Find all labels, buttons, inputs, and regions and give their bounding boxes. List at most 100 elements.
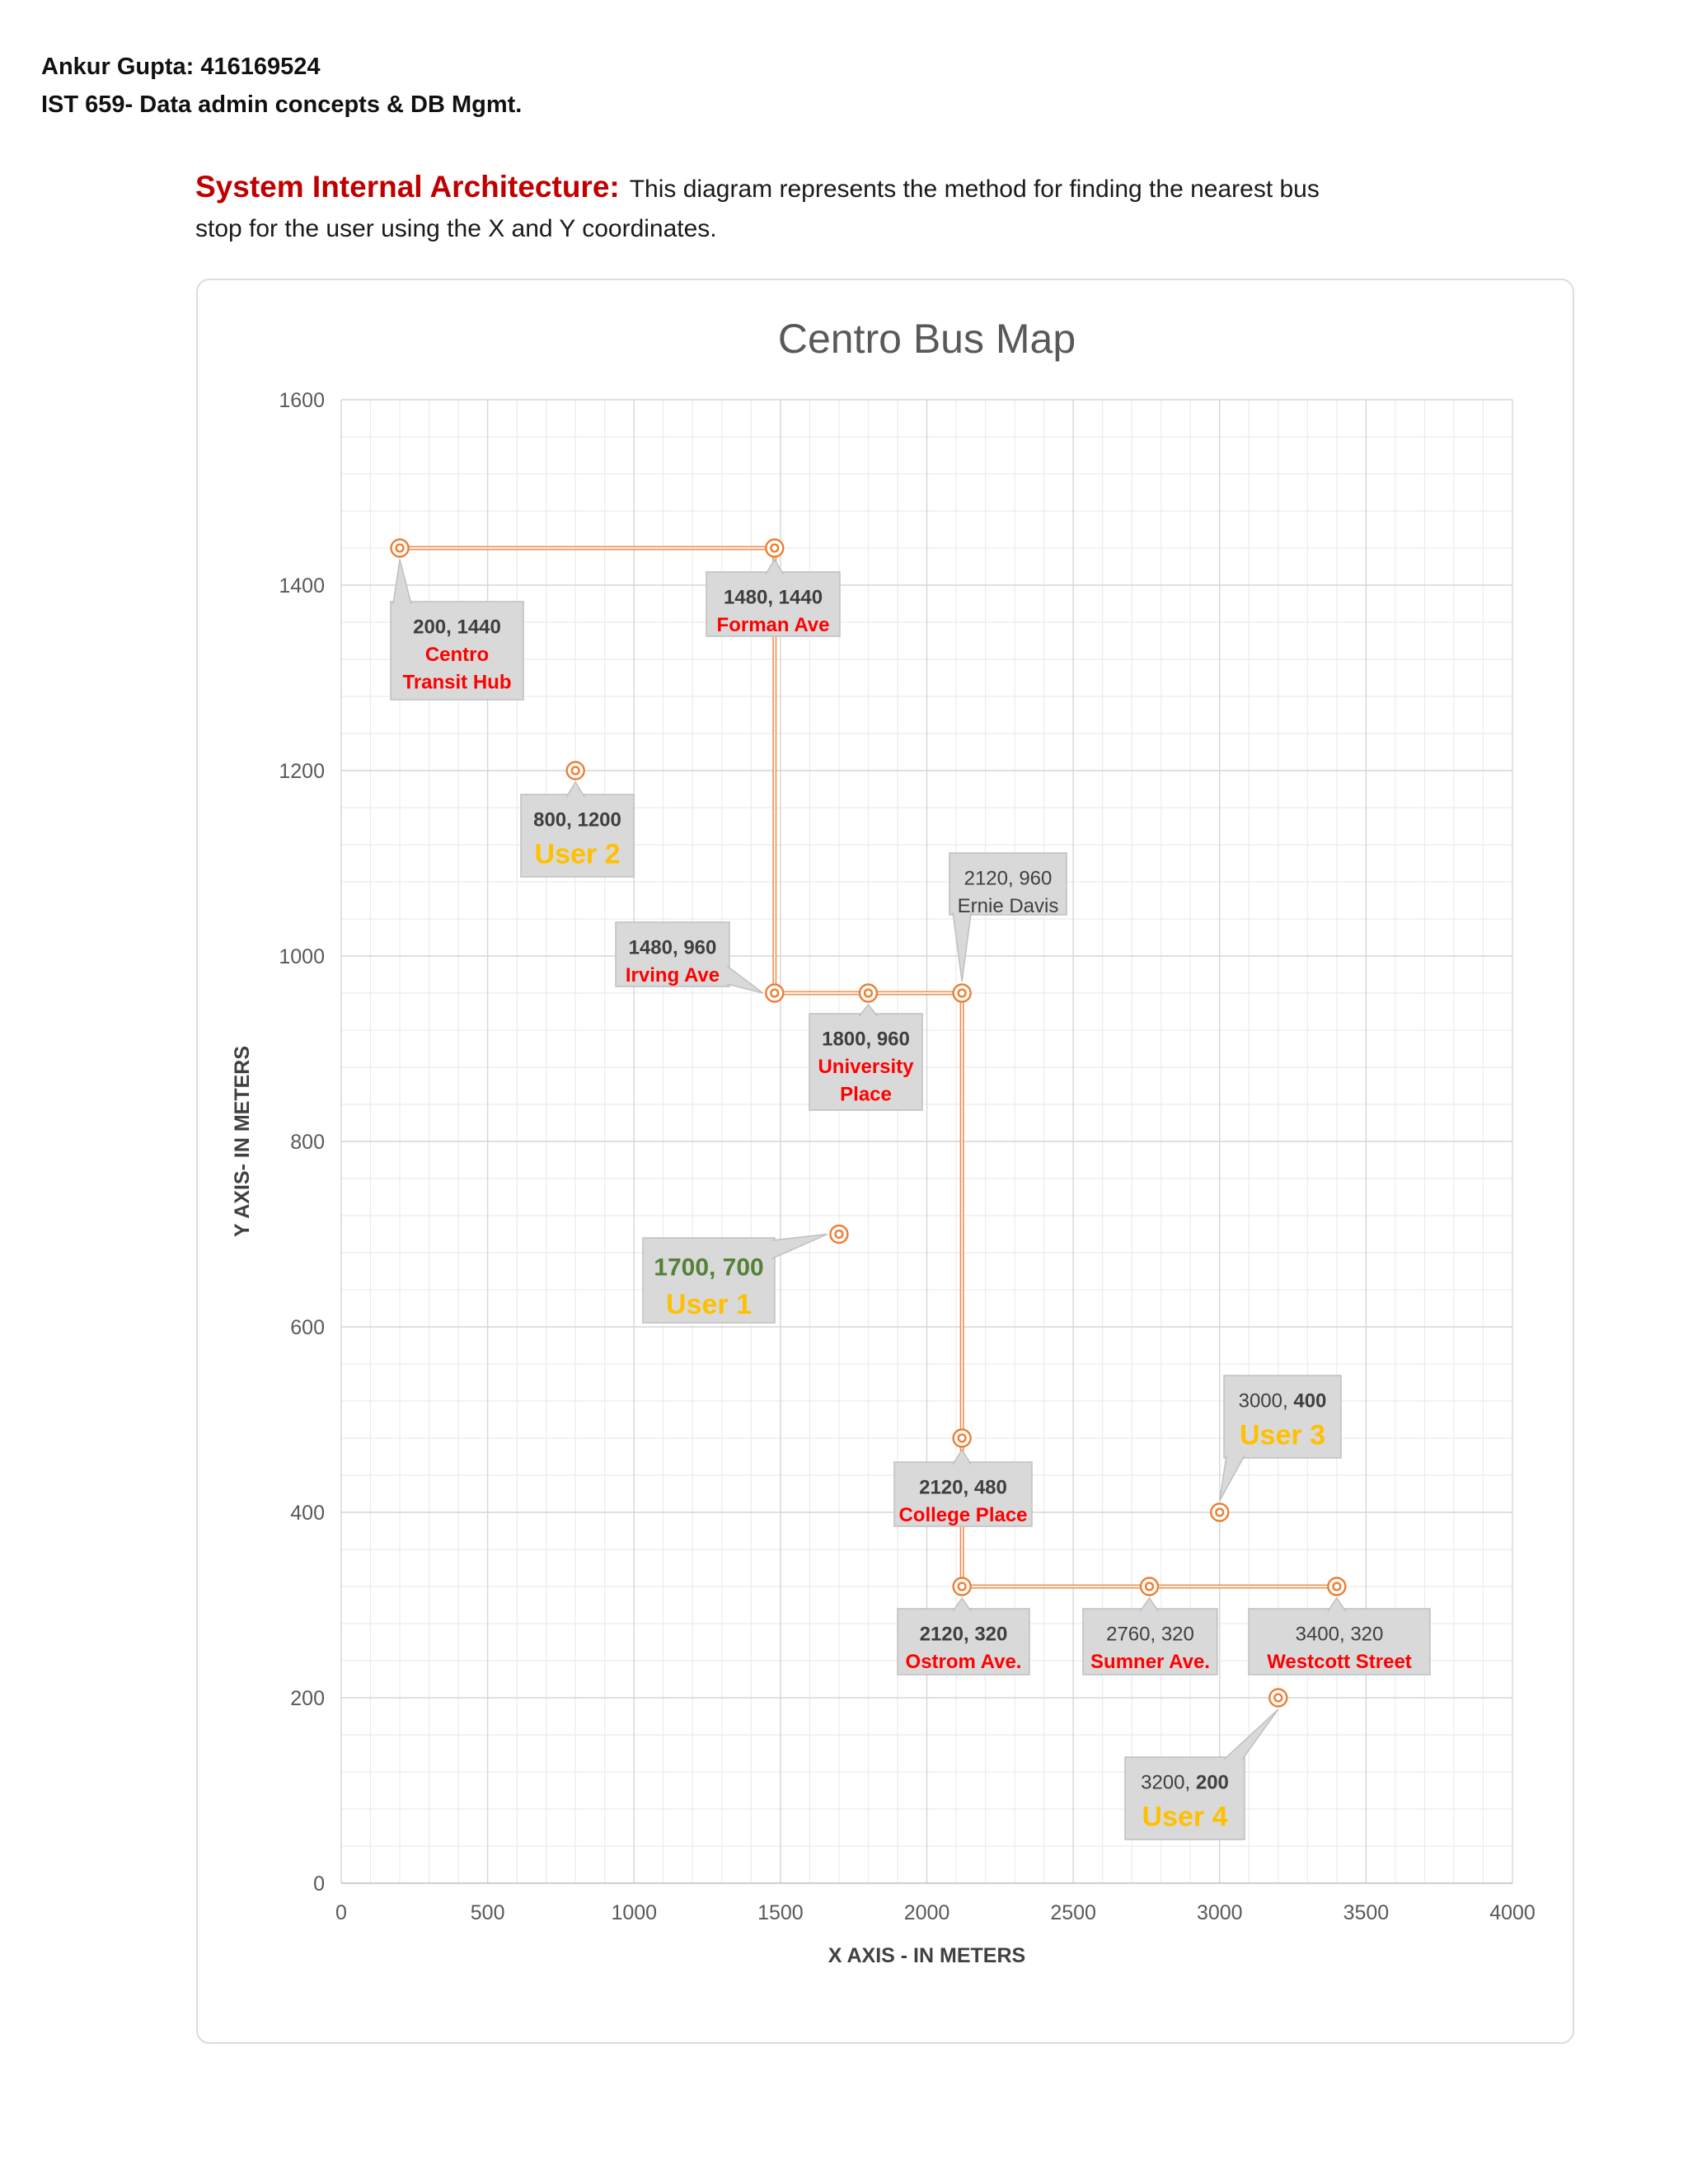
user-marker-inner — [834, 1229, 844, 1240]
y-axis-tick-label: 1000 — [279, 945, 325, 968]
callout-text-user-3: 3000, 400 — [1239, 1390, 1327, 1412]
callout-box-ostrom-ave — [897, 1608, 1030, 1675]
callout-box-college-place — [893, 1461, 1033, 1527]
callout-text-sumner-ave: 2760, 320 — [1106, 1623, 1194, 1645]
callout-box-user-2 — [520, 794, 635, 878]
callout-text-ernie-davis: Ernie Davis — [958, 895, 1059, 917]
y-axis-tick-label: 0 — [313, 1872, 325, 1896]
callout-text-forman-ave: 1480, 1440 — [724, 586, 823, 608]
bus-stop-marker-inner — [863, 988, 874, 998]
callout-pointer-ostrom-ave — [952, 1596, 972, 1612]
bus-stop-marker-outer — [952, 983, 972, 1003]
callout-text-centro-transit-hub: Transit Hub — [402, 672, 511, 694]
bus-stop-marker-inner — [957, 988, 967, 998]
callout-pointer-sumner-ave — [1139, 1596, 1160, 1612]
x-axis-tick-label: 3500 — [1343, 1901, 1390, 1924]
callout-text-centro-transit-hub: 200, 1440 — [413, 616, 501, 638]
callout-pointer-user-1 — [771, 1233, 828, 1259]
x-axis-tick-label: 1500 — [757, 1901, 804, 1924]
callout-pointer-irving-ave — [726, 965, 764, 994]
y-axis-tick-label: 1400 — [279, 574, 325, 598]
callout-box-user-3 — [1223, 1375, 1342, 1459]
bus-stop-marker-inner — [1144, 1582, 1155, 1591]
callout-pointer-college-place — [952, 1448, 972, 1465]
bus-stop-marker-outer — [1327, 1577, 1347, 1596]
callout-text-irving-ave: Irving Ave — [626, 964, 720, 987]
user-marker-inner — [1273, 1693, 1283, 1703]
bus-stop-marker-inner — [770, 988, 780, 998]
y-axis-tick-label: 1200 — [279, 760, 325, 783]
x-axis-tick-label: 2500 — [1050, 1901, 1096, 1924]
callout-text-westcott-street: 3400, 320 — [1296, 1623, 1384, 1645]
callout-text-centro-transit-hub: Centro — [425, 644, 489, 666]
bus-stop-marker-outer — [952, 1577, 972, 1596]
user-marker-inner — [570, 766, 580, 776]
callout-pointer-ernie-davis — [952, 912, 972, 982]
user-marker-outer — [1210, 1502, 1230, 1522]
callout-box-user-1 — [642, 1237, 776, 1324]
chart-svg: 0 200 400 600 800 1000 1200 1400 1600 0 500 1000 150… — [231, 316, 1536, 1967]
x-axis-tick-label: 2000 — [904, 1901, 950, 1924]
bus-stop-marker-inner — [770, 543, 780, 553]
bus-stop-marker-inner — [395, 543, 405, 553]
x-axis-tick-label: 500 — [471, 1901, 505, 1924]
callout-box-forman-ave — [706, 571, 841, 637]
callout-text-forman-ave: Forman Ave — [717, 614, 830, 636]
callout-text-user-2: User 2 — [535, 839, 621, 870]
y-axis-tick-label: 800 — [290, 1131, 325, 1154]
x-axis-tick-label: 4000 — [1489, 1901, 1536, 1924]
callout-pointer-forman-ave — [765, 558, 785, 575]
callout-text-college-place: College Place — [898, 1504, 1027, 1526]
x-axis-tick-label: 1000 — [611, 1901, 657, 1924]
callout-text-college-place: 2120, 480 — [919, 1476, 1007, 1498]
callout-box-university-place — [809, 1013, 923, 1111]
user-marker-inner — [1215, 1507, 1225, 1517]
y-axis-title: Y AXIS- IN METERS — [231, 1046, 254, 1237]
callout-pointer-westcott-street — [1327, 1596, 1347, 1612]
callout-text-user-3: User 3 — [1240, 1420, 1325, 1451]
y-axis-tick-label: 1600 — [279, 389, 325, 412]
callout-text-irving-ave: 1480, 960 — [629, 936, 717, 958]
callout-text-ostrom-ave: Ostrom Ave. — [906, 1651, 1022, 1673]
callout-pointer-user-4 — [1223, 1708, 1279, 1760]
callout-text-ernie-davis: 2120, 960 — [964, 867, 1053, 889]
bus-stop-marker-outer — [765, 983, 785, 1003]
section-intro: System Internal Architecture: This diagra… — [195, 163, 1357, 249]
x-axis-tick-label: 3000 — [1197, 1901, 1243, 1924]
callout-text-user-4: 3200, 200 — [1141, 1771, 1229, 1793]
chart-title: Centro Bus Map — [778, 316, 1076, 362]
bus-stop-marker-outer — [765, 538, 785, 558]
y-axis-tick-label: 600 — [290, 1316, 325, 1339]
callout-pointer-user-2 — [565, 780, 585, 798]
callout-text-user-1: 1700, 700 — [654, 1254, 763, 1281]
callout-text-sumner-ave: Sumner Ave. — [1090, 1651, 1210, 1673]
bus-stop-marker-outer — [1139, 1577, 1160, 1596]
student-header: Ankur Gupta: 416169524 IST 659- Data adm… — [41, 48, 522, 124]
callout-text-user-1: User 1 — [666, 1289, 752, 1320]
callout-pointer-user-3 — [1219, 1455, 1245, 1502]
bus-stop-marker-inner — [957, 1433, 967, 1443]
callout-text-university-place: Place — [840, 1084, 892, 1106]
callout-text-ostrom-ave: 2120, 320 — [920, 1623, 1008, 1645]
bus-stop-marker-inner — [957, 1582, 967, 1591]
x-axis-tick-label: 0 — [335, 1901, 347, 1924]
callout-text-user-2: 800, 1200 — [533, 808, 621, 831]
callout-pointer-university-place — [858, 1003, 879, 1017]
callout-box-user-4 — [1124, 1756, 1245, 1840]
user-marker-outer — [565, 761, 585, 780]
callout-box-sumner-ave — [1082, 1608, 1218, 1675]
student-name: Ankur Gupta: 416169524 — [41, 54, 321, 80]
user-marker-outer — [1268, 1688, 1288, 1708]
bus-stop-marker-outer — [390, 538, 410, 558]
bus-stop-marker-inner — [1332, 1582, 1342, 1591]
callout-box-irving-ave — [615, 921, 730, 987]
centro-bus-map-chart: 0 200 400 600 800 1000 1200 1400 1600 0 500 1000 150… — [196, 279, 1574, 2044]
callout-text-westcott-street: Westcott Street — [1267, 1651, 1412, 1673]
x-axis-title: X AXIS - IN METERS — [828, 1944, 1025, 1967]
y-axis-tick-label: 400 — [290, 1502, 325, 1525]
callout-box-ernie-davis — [949, 852, 1067, 916]
callout-text-university-place: 1800, 960 — [822, 1028, 910, 1050]
section-body: This diagram represents the method for f… — [195, 176, 1320, 243]
user-marker-outer — [829, 1224, 849, 1244]
section-title: System Internal Architecture: — [195, 170, 620, 204]
